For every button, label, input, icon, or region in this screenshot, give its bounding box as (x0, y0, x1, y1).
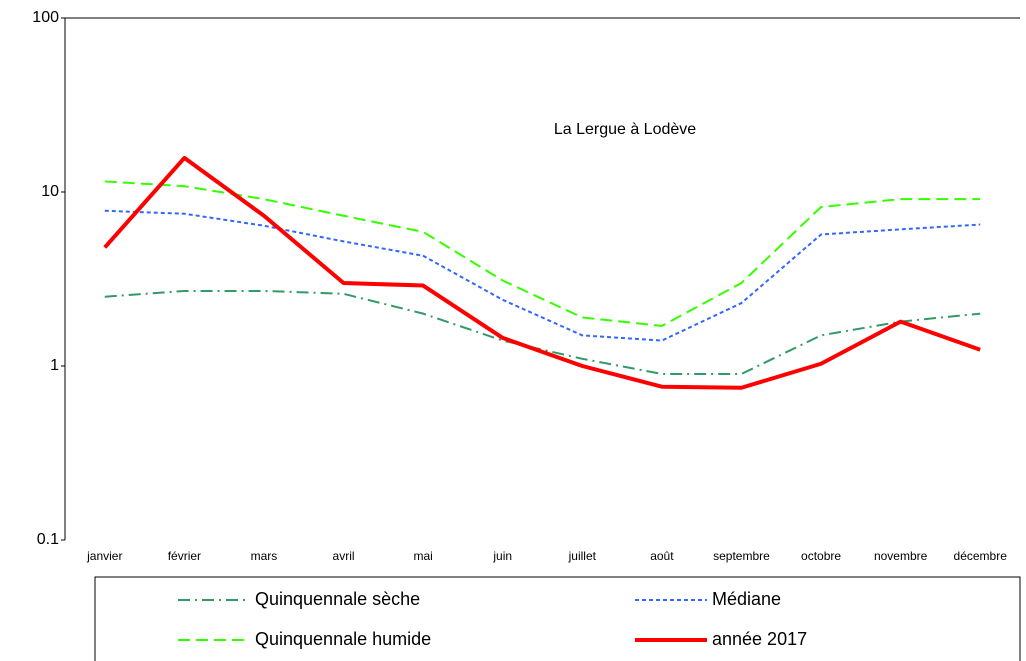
series-line (104, 209, 981, 342)
series-line (104, 289, 981, 375)
x-tick-label: septembre (713, 549, 770, 563)
series-line (104, 180, 981, 327)
y-tick-label: 100 (32, 9, 59, 26)
y-tick-label: 0.1 (37, 531, 59, 548)
x-tick-label: mai (413, 549, 432, 563)
series-line (103, 155, 981, 390)
x-tick-label: juillet (568, 549, 597, 563)
x-tick-label: décembre (954, 549, 1008, 563)
chart-title: La Lergue à Lodève (554, 121, 696, 138)
y-tick-label: 1 (50, 357, 59, 374)
x-tick-label: janvier (86, 549, 122, 563)
y-tick-label: 10 (41, 183, 59, 200)
legend-label: Quinquennale humide (255, 629, 431, 649)
x-tick-label: mars (251, 549, 278, 563)
x-tick-label: juin (492, 549, 512, 563)
x-tick-label: février (168, 549, 201, 563)
x-tick-label: novembre (874, 549, 928, 563)
legend-label: Médiane (712, 589, 781, 609)
legend-box (94, 576, 1021, 661)
legend-label: Quinquennale sèche (255, 589, 420, 609)
legend-label: année 2017 (712, 629, 807, 649)
x-tick-label: octobre (801, 549, 841, 563)
x-tick-label: avril (333, 549, 355, 563)
x-tick-label: août (650, 549, 674, 563)
